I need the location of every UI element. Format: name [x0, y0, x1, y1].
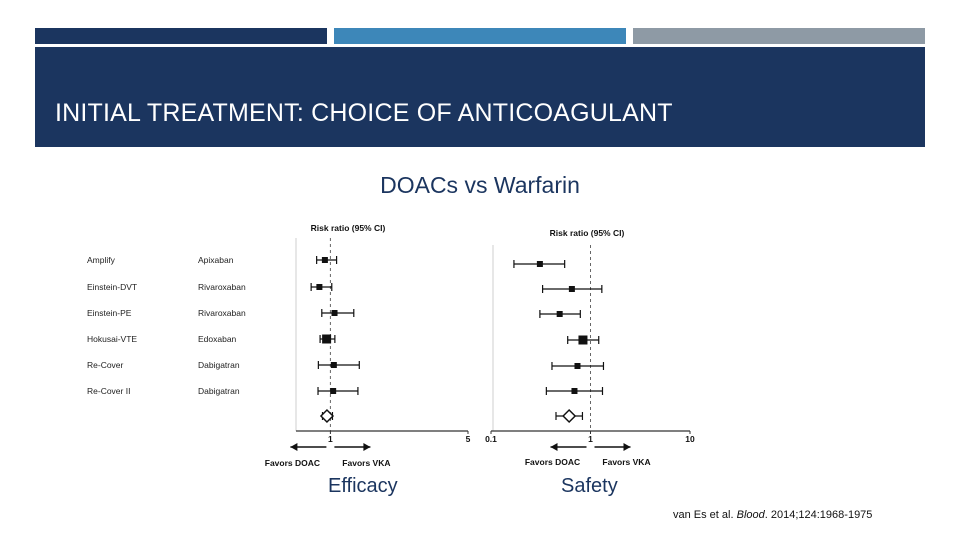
study-label: Re-Cover [87, 360, 124, 370]
efficacy-point-estimate [331, 310, 338, 316]
safety-favors-right-label: Favors VKA [602, 457, 650, 467]
efficacy-point-estimate [322, 334, 332, 344]
safety-point-estimate [574, 363, 581, 369]
efficacy-caption: Efficacy [328, 475, 398, 497]
study-label: Re-Cover II [87, 386, 130, 396]
title-banner: INITIAL TREATMENT: CHOICE OF ANTICOAGULA… [35, 47, 925, 147]
efficacy-tick-label-1: 1 [328, 434, 333, 444]
citation: van Es et al. Blood. 2014;124:1968-1975 [673, 509, 872, 521]
safety-tick-label-0.1: 0.1 [485, 434, 497, 444]
drug-label: Edoxaban [198, 334, 237, 344]
study-label: Amplify [87, 255, 116, 265]
efficacy-point-estimate [330, 362, 337, 368]
accent-bar-blue [334, 28, 626, 44]
slide-title: INITIAL TREATMENT: CHOICE OF ANTICOAGULA… [55, 99, 673, 127]
safety-point-estimate [556, 311, 563, 317]
study-label: Einstein-DVT [87, 282, 137, 292]
efficacy-point-estimate [321, 257, 328, 263]
study-label: Einstein-PE [87, 308, 132, 318]
safety-point-estimate [571, 388, 578, 394]
drug-label: Apixaban [198, 255, 234, 265]
safety-point-estimate [568, 286, 575, 292]
safety-tick-label-1: 1 [588, 434, 593, 444]
efficacy-point-estimate [330, 388, 337, 394]
accent-bar-dark [35, 28, 327, 44]
drug-label: Rivaroxaban [198, 282, 246, 292]
slide-subtitle: DOACs vs Warfarin [380, 172, 580, 198]
efficacy-pooled-diamond [319, 408, 335, 424]
efficacy-header: Risk ratio (95% CI) [311, 223, 386, 233]
citation-details: 2014;124:1968-1975 [770, 509, 873, 521]
safety-pooled-diamond [562, 408, 577, 424]
citation-authors: van Es et al. [673, 509, 734, 521]
efficacy-favors-left-arrowhead [290, 443, 298, 451]
efficacy-favors-left-label: Favors DOAC [265, 458, 320, 468]
safety-favors-left-arrowhead [550, 443, 558, 451]
drug-label: Dabigatran [198, 360, 240, 370]
safety-point-estimate [578, 335, 588, 345]
safety-tick-label-10: 10 [685, 434, 695, 444]
efficacy-tick-label-5: 5 [466, 434, 471, 444]
citation-journal: Blood [736, 509, 765, 521]
efficacy-favors-right-label: Favors VKA [342, 458, 390, 468]
citation-period: . [764, 509, 768, 521]
drug-label: Rivaroxaban [198, 308, 246, 318]
safety-header: Risk ratio (95% CI) [550, 228, 625, 238]
safety-favors-right-arrowhead [623, 443, 631, 451]
study-label: Hokusai-VTE [87, 334, 137, 344]
safety-favors-left-label: Favors DOAC [525, 457, 580, 467]
efficacy-point-estimate [316, 284, 323, 290]
safety-point-estimate [536, 261, 543, 267]
safety-caption: Safety [561, 475, 618, 497]
accent-bar-gray [633, 28, 925, 44]
drug-label: Dabigatran [198, 386, 240, 396]
efficacy-favors-right-arrowhead [363, 443, 371, 451]
